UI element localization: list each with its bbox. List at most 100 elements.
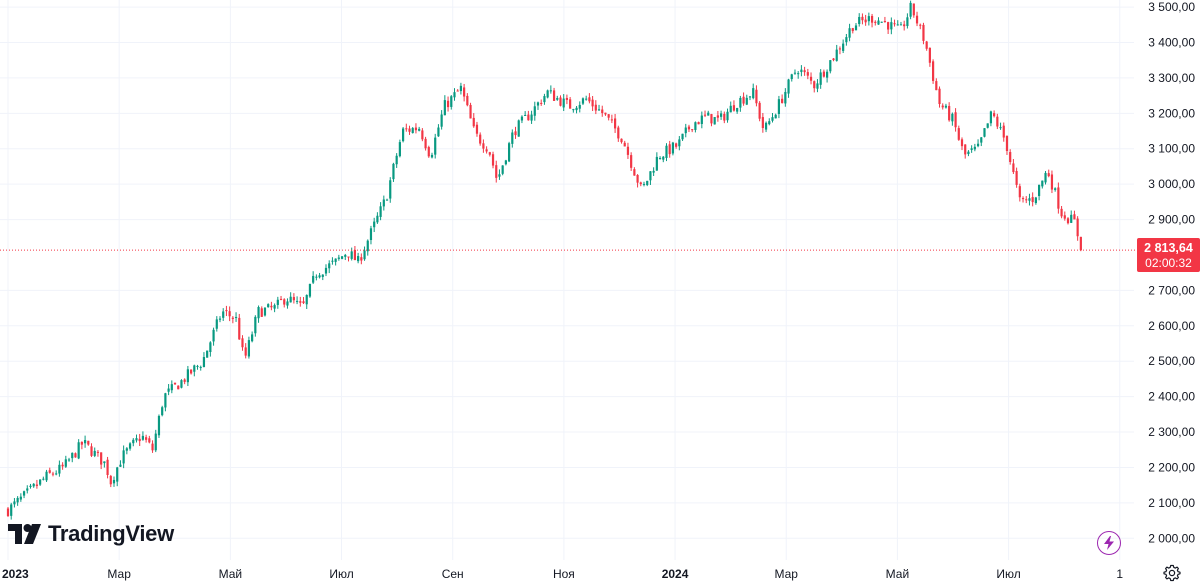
candle-body[interactable]	[1009, 152, 1012, 163]
candle-body[interactable]	[601, 109, 604, 114]
candle-body[interactable]	[691, 129, 694, 131]
candle-body[interactable]	[267, 304, 270, 308]
candle-body[interactable]	[173, 382, 177, 385]
candle-body[interactable]	[915, 15, 919, 24]
candle-body[interactable]	[980, 137, 983, 143]
candle-body[interactable]	[193, 365, 196, 372]
candle-body[interactable]	[116, 467, 119, 482]
candle-body[interactable]	[385, 199, 389, 201]
candle-body[interactable]	[283, 299, 286, 305]
candle-body[interactable]	[96, 451, 100, 453]
candle-body[interactable]	[572, 109, 575, 111]
candle-body[interactable]	[132, 439, 135, 444]
candle-body[interactable]	[1002, 125, 1005, 138]
candle-body[interactable]	[16, 497, 19, 503]
candle-body[interactable]	[887, 22, 890, 30]
candle-body[interactable]	[10, 504, 13, 516]
candle-body[interactable]	[1034, 197, 1037, 204]
candle-body[interactable]	[440, 114, 443, 127]
candle-body[interactable]	[1063, 215, 1066, 219]
candle-body[interactable]	[813, 81, 816, 89]
candle-body[interactable]	[604, 112, 607, 115]
candle-body[interactable]	[1015, 171, 1018, 185]
candle-body[interactable]	[315, 276, 318, 278]
candle-body[interactable]	[450, 96, 453, 107]
candle-body[interactable]	[369, 228, 373, 241]
candle-body[interactable]	[479, 134, 482, 144]
candle-body[interactable]	[636, 175, 639, 183]
candle-body[interactable]	[835, 49, 838, 61]
candle-body[interactable]	[520, 116, 524, 121]
candle-body[interactable]	[594, 104, 597, 111]
candle-body[interactable]	[430, 154, 434, 158]
candle-body[interactable]	[488, 152, 491, 155]
candle-body[interactable]	[687, 126, 691, 130]
candle-body[interactable]	[527, 114, 530, 121]
candle-body[interactable]	[613, 118, 617, 129]
candle-body[interactable]	[938, 88, 941, 105]
candle-body[interactable]	[215, 319, 218, 329]
candle-body[interactable]	[13, 501, 16, 505]
candle-body[interactable]	[700, 115, 703, 125]
candle-body[interactable]	[1028, 198, 1031, 201]
candle-body[interactable]	[164, 393, 167, 408]
candle-body[interactable]	[1070, 214, 1073, 223]
candle-body[interactable]	[1025, 199, 1028, 201]
candle-body[interactable]	[180, 380, 183, 388]
candle-body[interactable]	[302, 301, 305, 304]
candle-body[interactable]	[964, 144, 967, 155]
candle-body[interactable]	[816, 83, 819, 89]
candle-body[interactable]	[421, 130, 424, 140]
candle-body[interactable]	[1031, 197, 1034, 203]
candle-body[interactable]	[935, 81, 938, 91]
settings-button[interactable]	[1163, 564, 1181, 582]
candle-body[interactable]	[328, 263, 331, 269]
candle-body[interactable]	[347, 256, 350, 258]
candle-body[interactable]	[321, 274, 324, 277]
candle-body[interactable]	[748, 96, 752, 98]
candle-body[interactable]	[67, 459, 71, 461]
candle-body[interactable]	[257, 307, 260, 319]
candle-body[interactable]	[774, 114, 777, 119]
candle-body[interactable]	[42, 478, 45, 480]
candle-body[interactable]	[870, 15, 874, 23]
candle-body[interactable]	[373, 221, 376, 228]
candle-body[interactable]	[247, 340, 251, 357]
candle-body[interactable]	[569, 99, 572, 109]
candle-body[interactable]	[58, 464, 61, 474]
candle-body[interactable]	[662, 156, 665, 160]
candle-body[interactable]	[418, 128, 421, 131]
candle-body[interactable]	[919, 24, 922, 26]
candle-body[interactable]	[758, 102, 761, 119]
candle-body[interactable]	[157, 415, 161, 436]
candle-body[interactable]	[842, 43, 845, 51]
candle-body[interactable]	[151, 443, 154, 451]
candle-body[interactable]	[954, 112, 957, 128]
candle-body[interactable]	[925, 41, 928, 49]
candle-body[interactable]	[299, 301, 302, 303]
candle-body[interactable]	[344, 254, 347, 257]
candle-body[interactable]	[524, 114, 527, 116]
candle-body[interactable]	[633, 169, 636, 176]
candle-body[interactable]	[434, 137, 437, 155]
candle-body[interactable]	[106, 459, 109, 475]
candle-body[interactable]	[251, 334, 254, 342]
candle-body[interactable]	[61, 464, 64, 467]
candle-body[interactable]	[970, 148, 973, 150]
candle-body[interactable]	[463, 87, 466, 97]
candle-body[interactable]	[366, 240, 369, 252]
candle-body[interactable]	[135, 438, 138, 441]
candle-body[interactable]	[941, 105, 944, 108]
candle-body[interactable]	[906, 17, 909, 27]
candle-body[interactable]	[424, 138, 427, 149]
candle-body[interactable]	[546, 90, 549, 98]
candle-body[interactable]	[80, 441, 83, 445]
candle-body[interactable]	[678, 139, 681, 147]
candle-body[interactable]	[83, 440, 87, 444]
candle-body[interactable]	[241, 338, 244, 348]
candle-body[interactable]	[228, 311, 231, 317]
candle-body[interactable]	[626, 146, 630, 155]
candle-body[interactable]	[585, 98, 588, 100]
candle-body[interactable]	[109, 475, 112, 485]
candle-body[interactable]	[276, 299, 279, 305]
